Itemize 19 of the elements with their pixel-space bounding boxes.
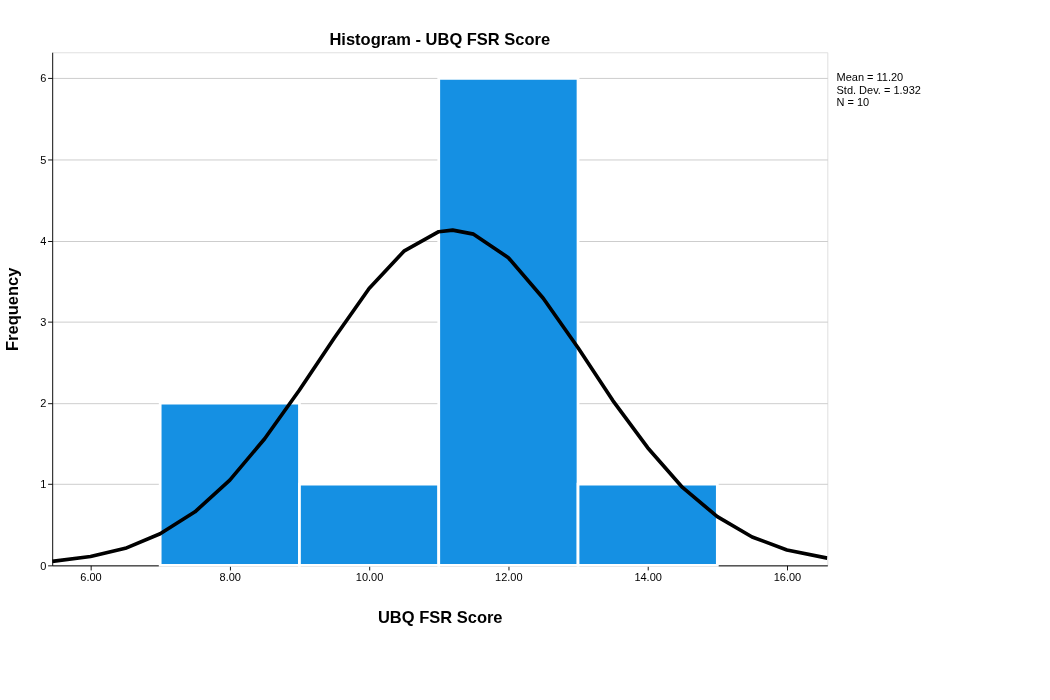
text: Std. Dev. = 1.932 (836, 83, 921, 96)
x-tick-label: 8.00 (219, 570, 241, 583)
text: Mean = 11.20 (836, 70, 904, 83)
x-tick-label: 12.00 (495, 570, 523, 583)
y-tick-label: 2 (40, 397, 47, 410)
y-tick-label: 4 (40, 234, 47, 247)
x-axis-title: UBQ FSR Score (377, 607, 503, 626)
text: N = 10 (836, 96, 870, 109)
y-tick-label: 3 (40, 315, 47, 328)
chart-title: Histogram - UBQ FSR Score (329, 29, 551, 48)
y-tick-label: 5 (40, 153, 47, 166)
y-tick-label: 1 (40, 478, 47, 491)
x-tick-label: 16.00 (773, 570, 802, 583)
y-tick-label: 6 (40, 72, 47, 85)
y-axis-title: Frequency (3, 266, 22, 351)
x-tick-label: 6.00 (80, 570, 102, 583)
x-tick-label: 14.00 (634, 570, 662, 583)
x-tick-label: 10.00 (355, 570, 384, 583)
y-tick-label: 0 (40, 559, 47, 572)
